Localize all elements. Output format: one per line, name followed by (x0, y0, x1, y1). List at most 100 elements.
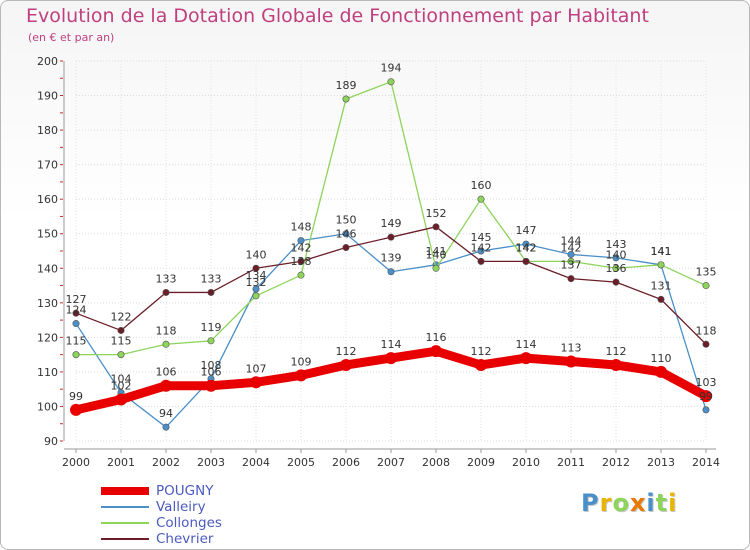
data-label-collonges: 119 (201, 321, 222, 334)
data-label-chevrier: 149 (381, 217, 402, 230)
legend-label: POUGNY (156, 483, 214, 499)
data-point-collonges (567, 257, 575, 265)
data-point-collonges (612, 264, 620, 272)
data-label-collonges: 138 (291, 255, 312, 268)
data-point-valleiry (477, 247, 485, 255)
data-label-pougny: 112 (606, 345, 627, 358)
y-tick-label: 90 (44, 435, 58, 448)
data-point-collonges (432, 264, 440, 272)
data-point-valleiry (252, 285, 260, 293)
data-point-pougny (205, 379, 217, 392)
logo-letter: i (668, 489, 678, 517)
x-tick-label: 2005 (287, 456, 315, 469)
data-label-pougny: 112 (336, 345, 357, 358)
x-tick-label: 2008 (422, 456, 450, 469)
data-label-collonges: 135 (696, 266, 717, 279)
data-label-collonges: 140 (426, 248, 447, 261)
chart-subtitle: (en € et par an) (28, 31, 115, 44)
data-label-valleiry: 139 (381, 252, 402, 265)
data-point-collonges (117, 351, 125, 359)
data-point-chevrier (657, 295, 665, 303)
x-tick-label: 2003 (197, 456, 225, 469)
data-point-pougny (610, 359, 622, 371)
data-label-chevrier: 127 (66, 293, 87, 306)
data-label-pougny: 109 (291, 355, 312, 368)
data-point-valleiry (297, 237, 305, 245)
y-tick-label: 190 (37, 90, 58, 103)
logo-letter: i (646, 489, 656, 517)
y-tick-label: 170 (37, 159, 58, 172)
logo-letter: o (612, 489, 630, 517)
data-point-valleiry (72, 320, 80, 328)
data-label-chevrier: 142 (471, 241, 492, 254)
logo-letter: r (599, 489, 613, 517)
data-point-collonges (702, 282, 710, 290)
y-tick-label: 120 (37, 331, 58, 344)
legend-label: Collonges (156, 515, 222, 531)
data-label-collonges: 142 (516, 241, 537, 254)
line-chart: 90 100 110 120 130 140 150 160 170 180 190 200 2000 2… (37, 55, 720, 469)
data-label-chevrier: 142 (291, 241, 312, 254)
data-point-pougny (340, 359, 352, 371)
data-point-chevrier (702, 340, 710, 348)
data-point-collonges (657, 261, 665, 269)
data-point-chevrier (567, 275, 575, 283)
data-label-valleiry: 150 (336, 214, 357, 227)
data-point-valleiry (342, 230, 350, 238)
x-tick-label: 2011 (557, 456, 585, 469)
data-label-collonges: 118 (156, 324, 177, 337)
data-point-pougny (475, 359, 487, 371)
data-label-collonges: 160 (471, 179, 492, 192)
data-point-chevrier (207, 288, 215, 296)
y-tick-label: 110 (37, 366, 58, 379)
data-label-pougny: 113 (561, 342, 582, 355)
x-tick-label: 2014 (692, 456, 720, 469)
data-label-collonges: 140 (606, 248, 627, 261)
data-point-collonges (252, 292, 260, 300)
data-label-valleiry: 147 (516, 224, 537, 237)
data-label-pougny: 114 (381, 338, 402, 351)
data-point-chevrier (522, 257, 530, 265)
data-point-chevrier (612, 278, 620, 286)
data-point-valleiry (612, 254, 620, 262)
data-point-chevrier (297, 257, 305, 265)
data-point-collonges (72, 351, 80, 359)
data-label-chevrier: 140 (246, 248, 267, 261)
data-point-pougny (520, 352, 532, 365)
y-tick-label: 180 (37, 124, 58, 137)
logo-letter: t (655, 489, 669, 517)
data-point-valleiry (522, 240, 530, 248)
data-label-collonges: 115 (66, 335, 87, 348)
data-label-valleiry: 104 (111, 373, 132, 386)
data-point-collonges (342, 95, 350, 103)
data-label-chevrier: 131 (651, 279, 672, 292)
data-label-chevrier: 142 (516, 241, 537, 254)
data-label-collonges: 115 (111, 335, 132, 348)
data-label-collonges: 132 (246, 276, 267, 289)
data-label-valleiry: 145 (471, 231, 492, 244)
data-point-chevrier (432, 223, 440, 231)
data-point-valleiry (567, 250, 575, 258)
y-tick-label: 100 (37, 400, 58, 413)
data-label-pougny: 107 (246, 362, 267, 375)
data-point-pougny (700, 390, 712, 403)
data-label-collonges: 189 (336, 79, 357, 92)
data-label-chevrier: 122 (111, 310, 132, 323)
y-tick-label: 150 (37, 228, 58, 241)
data-label-pougny: 99 (69, 390, 83, 403)
data-point-pougny (115, 393, 127, 406)
data-label-chevrier: 137 (561, 259, 582, 272)
logo-letter: P (581, 489, 600, 517)
legend-swatch (101, 522, 149, 524)
data-label-pougny: 106 (156, 366, 177, 379)
data-point-valleiry (387, 268, 395, 276)
data-label-collonges: 141 (651, 245, 672, 258)
data-label-valleiry: 148 (291, 221, 312, 234)
legend-swatch (101, 506, 149, 508)
logo-letter: x (629, 489, 647, 517)
data-point-chevrier (162, 288, 170, 296)
x-tick-label: 2006 (332, 456, 360, 469)
data-point-chevrier (477, 257, 485, 265)
y-tick-label: 130 (37, 297, 58, 310)
